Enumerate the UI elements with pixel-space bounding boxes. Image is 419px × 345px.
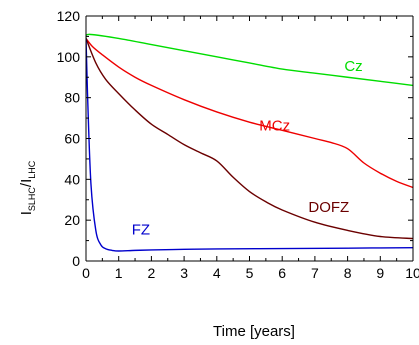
series-line-dofz: [86, 38, 413, 240]
x-tick-label: 5: [246, 265, 254, 281]
x-tick-label: 1: [115, 265, 123, 281]
x-tick-label: 0: [82, 265, 90, 281]
y-axis-title-main: I: [18, 211, 35, 215]
y-tick-label: 80: [64, 90, 80, 106]
x-axis-title: Time [years]: [213, 323, 295, 340]
y-tick-label: 100: [57, 49, 81, 65]
y-tick-label: 120: [57, 8, 81, 24]
y-axis-title-sub1: SLHC: [27, 187, 37, 212]
series-label-mcz: MCz: [259, 117, 290, 134]
x-tick-label: 9: [376, 265, 384, 281]
series-line-fz: [86, 38, 413, 252]
x-tick-label: 3: [180, 265, 188, 281]
y-tick-label: 40: [64, 171, 80, 187]
series-label-cz: Cz: [344, 58, 362, 75]
x-tick-label: 2: [148, 265, 156, 281]
series-label-dofz: DOFZ: [308, 199, 349, 216]
series-line-cz: [86, 33, 413, 87]
series-line-mcz: [86, 38, 413, 189]
y-tick-label: 60: [64, 131, 80, 147]
series-layer: [86, 33, 413, 252]
x-tick-label: 6: [278, 265, 286, 281]
y-axis-title-slash: /I: [18, 179, 35, 187]
x-tick-label: 10: [405, 265, 419, 281]
x-tick-label: 8: [344, 265, 352, 281]
x-tick-label: 4: [213, 265, 221, 281]
y-axis-title-sub2: LHC: [27, 160, 37, 179]
y-tick-label: 20: [64, 212, 80, 228]
axes-layer: [85, 15, 414, 262]
series-label-fz: FZ: [132, 221, 150, 238]
y-tick-label: 0: [72, 253, 80, 269]
y-axis-title: ISLHC/ILHC: [18, 160, 37, 215]
x-tick-label: 7: [311, 265, 319, 281]
